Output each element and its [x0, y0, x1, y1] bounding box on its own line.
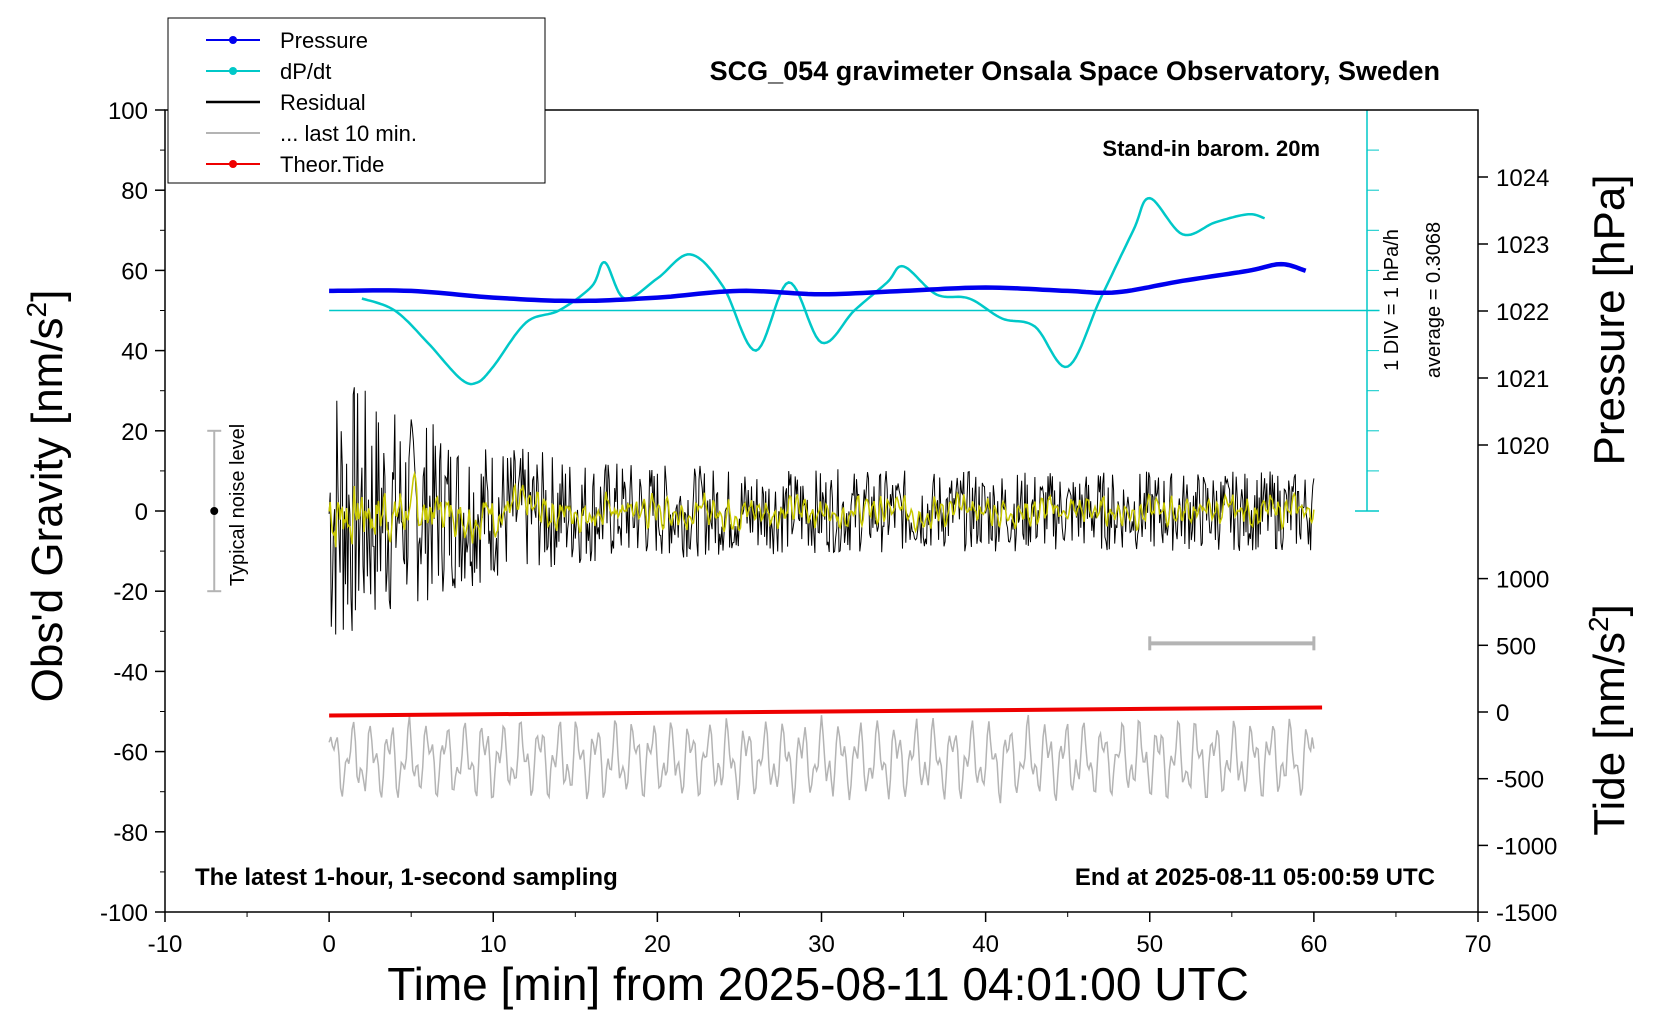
- last-10-min-trace: [328, 714, 1315, 804]
- x-tick-label: 10: [480, 931, 507, 958]
- theor-tide-line: [329, 705, 1323, 718]
- dpdt-scale-note: 1 DIV = 1 hPa/h: [1381, 229, 1403, 371]
- y-tick-label: -60: [113, 740, 148, 767]
- y-tick-label: -100: [100, 900, 148, 927]
- tide-tick-label: -500: [1496, 767, 1544, 794]
- residual-line: [328, 387, 1315, 635]
- legend: Pressure dP/dt Residual ... last 10 min. The…: [167, 17, 546, 184]
- dpdt-average-note: average = 0.3068: [1423, 222, 1445, 378]
- x-axis-label: Time [min] from 2025-08-11 04:01:00 UTC: [387, 958, 1249, 1010]
- bottom-right-note: End at 2025-08-11 05:00:59 UTC: [1075, 864, 1435, 891]
- noise-level-label: Typical noise level: [227, 424, 249, 586]
- y-tick-label: 20: [121, 419, 148, 446]
- x-tick-label: 60: [1301, 931, 1328, 958]
- y-axis-label: Obs'd Gravity [nm/s2]: [21, 290, 72, 703]
- pressure-tick-label: 1023: [1496, 232, 1549, 259]
- legend-box: [167, 17, 546, 184]
- y-tick-label: 0: [135, 499, 148, 526]
- axes: -10 0 10 20 30 40 50 60 70100806040200-20-40-60-…: [100, 98, 1557, 958]
- legend-label: Pressure: [280, 28, 368, 53]
- dpdt-line: [361, 196, 1266, 386]
- legend-label: dP/dt: [280, 59, 331, 84]
- pressure-tick-label: 1021: [1496, 366, 1549, 393]
- y-tick-label: -80: [113, 820, 148, 847]
- barometer-note: Stand-in barom. 20m: [1102, 136, 1320, 161]
- legend-marker: [229, 36, 237, 44]
- y-tick-label: -40: [113, 659, 148, 686]
- legend-marker: [229, 67, 237, 75]
- tide-axis-label: Tide [nm/s2]: [1583, 604, 1634, 836]
- legend-marker: [229, 160, 237, 168]
- x-tick-label: 30: [808, 931, 835, 958]
- noise-bar-center: [210, 507, 219, 515]
- bottom-left-note: The latest 1-hour, 1-second sampling: [195, 864, 618, 891]
- x-tick-label: -10: [148, 931, 183, 958]
- residual-smoothed-line: [328, 470, 1315, 548]
- y-tick-label: 40: [121, 339, 148, 366]
- tide-tick-label: 1000: [1496, 567, 1549, 594]
- chart-title: SCG_054 gravimeter Onsala Space Observat…: [710, 56, 1440, 86]
- pressure-line: [329, 261, 1307, 304]
- y-tick-label: 100: [108, 98, 148, 125]
- legend-label: Theor.Tide: [280, 152, 384, 177]
- x-tick-label: 20: [644, 931, 671, 958]
- tide-tick-label: -1000: [1496, 833, 1557, 860]
- x-tick-label: 70: [1465, 931, 1492, 958]
- pressure-tick-label: 1022: [1496, 299, 1549, 326]
- x-tick-label: 0: [322, 931, 335, 958]
- y-tick-label: 80: [121, 178, 148, 205]
- pressure-axis-label: Pressure [hPa]: [1585, 174, 1634, 465]
- legend-label: Residual: [280, 90, 366, 115]
- pressure-tick-label: 1020: [1496, 433, 1549, 460]
- tide-tick-label: 500: [1496, 633, 1536, 660]
- plot-area: [207, 109, 1380, 804]
- tide-tick-label: 0: [1496, 700, 1509, 727]
- y-tick-label: -20: [113, 579, 148, 606]
- legend-label: ... last 10 min.: [280, 121, 417, 146]
- pressure-tick-label: 1024: [1496, 165, 1549, 192]
- tide-tick-label: -1500: [1496, 900, 1557, 927]
- y-tick-label: 60: [121, 258, 148, 285]
- x-tick-label: 40: [972, 931, 999, 958]
- x-tick-label: 50: [1136, 931, 1163, 958]
